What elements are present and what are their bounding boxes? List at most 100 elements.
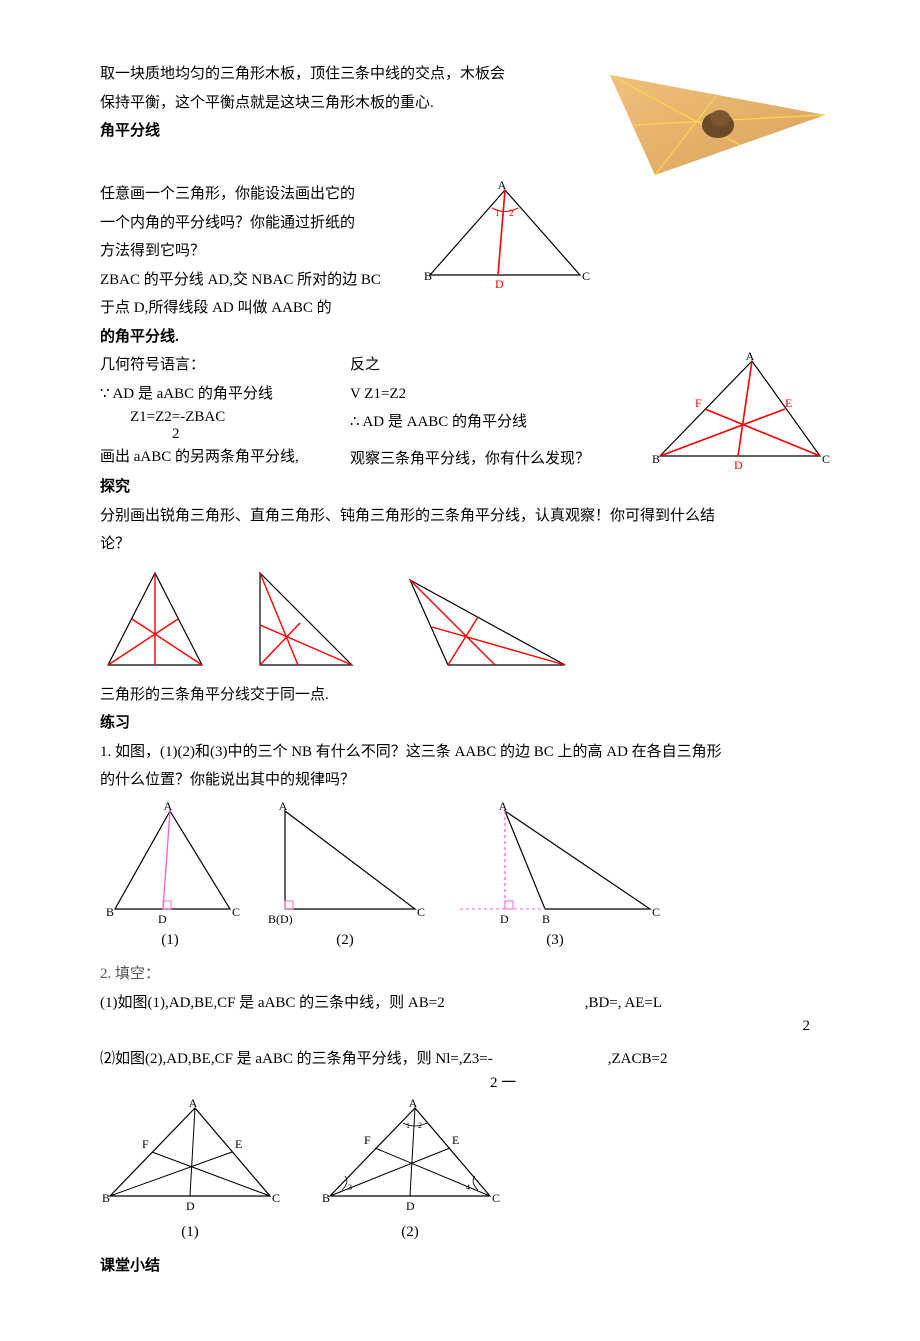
obtuse-triangle [400,565,570,675]
reverse-label: 反之 [350,351,600,380]
svg-text:A: A [409,1098,418,1110]
intro-l1: 取一块质地均匀的三角形木板，顶住三条中线的交点，木板会 [100,60,600,89]
explore-l2: 论？ [100,530,830,559]
bisector-full-triangle: A B C D E F [650,351,830,471]
explore-heading: 探究 [100,473,830,502]
svg-text:C: C [652,905,660,919]
right-triangle [250,565,360,675]
svg-text:A: A [189,1098,198,1110]
explore-conclusion: 三角形的三条角平分线交于同一点. [100,681,830,710]
svg-text:E: E [785,396,792,410]
geo-row: 几何符号语言： ∵ AD 是 aABC 的角平分线 Z1=Z2=-ZBAC 2 … [100,351,830,473]
svg-text:C: C [492,1191,500,1205]
svg-text:B: B [106,905,114,919]
geo-mid: 反之 V Z1=Z2 ∴ AD 是 AABC 的角平分线 观察三条角平分线，你有… [350,351,600,473]
svg-text:E: E [235,1137,242,1151]
svg-text:F: F [142,1137,149,1151]
q1b: 的什么位置？你能说出其中的规律吗？ [100,766,830,795]
svg-text:B: B [322,1191,330,1205]
intro-text: 取一块质地均匀的三角形木板，顶住三条中线的交点，木板会 保持平衡，这个平衡点就是… [100,60,600,146]
acute-triangle [100,565,210,675]
bisector-heading: 角平分线 [100,117,600,146]
cap1: (1) [100,926,240,955]
svg-text:E: E [452,1133,459,1147]
geo-left: 几何符号语言： ∵ AD 是 aABC 的角平分线 Z1=Z2=-ZBAC 2 … [100,351,350,471]
svg-text:B(D): B(D) [268,912,293,926]
q2-2-row: ⑵如图(2),AD,BE,CF 是 aABC 的三条角平分线，则 Nl=,Z3=… [100,1045,830,1074]
bisector-text: 任意画一个三角形，你能设法画出它的 一个内角的平分线吗？你能通过折纸的 方法得到… [100,180,410,323]
bis-l3: 方法得到它吗？ [100,237,410,266]
svg-text:B: B [542,912,550,926]
geo-c3: V Z1=Z2 [350,380,600,409]
bisectors-triangle: A B C D E F 1 2 3 4 (2) [320,1098,500,1247]
altitude-right: A B(D) C (2) [260,801,430,955]
geo-eqn: Z1=Z2=-ZBAC 2 [100,408,350,443]
svg-text:B: B [424,269,432,283]
q2-2-tail: ,ZACB=2 [608,1045,668,1074]
svg-text:3: 3 [348,1183,352,1192]
geo-c2b: 2 [130,426,350,443]
cap2: (2) [260,926,430,955]
draw-other: 画出 aABC 的另两条角平分线, [100,443,350,472]
svg-text:C: C [232,905,240,919]
q2-2: ⑵如图(2),AD,BE,CF 是 aABC 的三条角平分线，则 Nl=,Z3=… [100,1045,493,1074]
bisector-triangle: A B C D 1 2 [420,180,590,290]
svg-text:D: D [406,1199,415,1213]
summary-heading: 课堂小结 [100,1252,830,1281]
intro-l2: 保持平衡，这个平衡点就是这块三角形木板的重心. [100,89,600,118]
geo-c2a: Z1=Z2=-ZBAC [130,408,350,426]
medians-triangle: A B C D E F (1) [100,1098,280,1247]
wood-board-figure [600,60,830,180]
bisector-block: 任意画一个三角形，你能设法画出它的 一个内角的平分线吗？你能通过折纸的 方法得到… [100,180,830,323]
med-cap1: (1) [100,1218,280,1247]
q2-1-tail: ,BD=, AE=L [585,989,662,1018]
svg-text:2: 2 [418,1121,422,1130]
svg-text:A: A [746,351,755,363]
bis-l6: 的角平分线. [100,323,830,352]
q1a: 1. 如图，(1)(2)和(3)中的三个 NB 有什么不同？这三条 AABC 的… [100,738,830,767]
geo-c1: ∵ AD 是 aABC 的角平分线 [100,380,350,409]
q2-2-num: 2 一 [100,1074,830,1092]
practice-figures-2: A B C D E F (1) A B C D E F 1 2 3 4 [100,1098,830,1247]
svg-text:B: B [652,452,660,466]
intro-row: 取一块质地均匀的三角形木板，顶住三条中线的交点，木板会 保持平衡，这个平衡点就是… [100,60,830,180]
q2-1: (1)如图(1),AD,BE,CF 是 aABC 的三条中线，则 AB=2 [100,989,445,1018]
svg-text:A: A [164,801,173,813]
svg-text:4: 4 [466,1183,470,1192]
svg-text:D: D [495,277,504,290]
med-cap2: (2) [320,1218,500,1247]
svg-text:D: D [158,912,167,926]
explore-l1: 分别画出锐角三角形、直角三角形、钝角三角形的三条角平分线，认真观察！你可得到什么… [100,502,830,531]
bis-l4: ZBAC 的平分线 AD,交 NBAC 所对的边 BC [100,266,410,295]
altitude-obtuse: A B C D (3) [450,801,660,955]
svg-text:B: B [102,1191,110,1205]
q2-1-row: (1)如图(1),AD,BE,CF 是 aABC 的三条中线，则 AB=2 ,B… [100,989,830,1018]
q2-1-num: 2 [100,1017,830,1035]
geo-label: 几何符号语言： [100,351,350,380]
bis-l1: 任意画一个三角形，你能设法画出它的 [100,180,410,209]
explore-figures [100,565,830,675]
geo-c4: ∴ AD 是 AABC 的角平分线 [350,408,600,437]
altitude-acute: A B C D (1) [100,801,240,955]
svg-text:D: D [186,1199,195,1213]
svg-text:A: A [498,180,507,192]
svg-text:D: D [734,458,743,471]
q2: 2. 填空： [100,960,830,989]
bis-l5: 于点 D,所得线段 AD 叫做 AABC 的 [100,294,410,323]
svg-text:F: F [364,1133,371,1147]
practice-figures-1: A B C D (1) A B(D) C (2) A B C D (3) [100,801,830,955]
svg-text:1: 1 [406,1121,410,1130]
svg-text:C: C [272,1191,280,1205]
practice-heading: 练习 [100,709,830,738]
svg-text:2: 2 [509,208,514,218]
cap3: (3) [450,926,660,955]
svg-text:C: C [417,905,425,919]
svg-text:C: C [822,452,830,466]
observe: 观察三条角平分线，你有什么发现？ [350,445,600,474]
bis-l2: 一个内角的平分线吗？你能通过折纸的 [100,209,410,238]
svg-text:F: F [695,396,702,410]
svg-text:A: A [279,801,288,813]
svg-text:D: D [500,912,509,926]
svg-text:A: A [499,801,508,813]
svg-text:C: C [582,269,590,283]
